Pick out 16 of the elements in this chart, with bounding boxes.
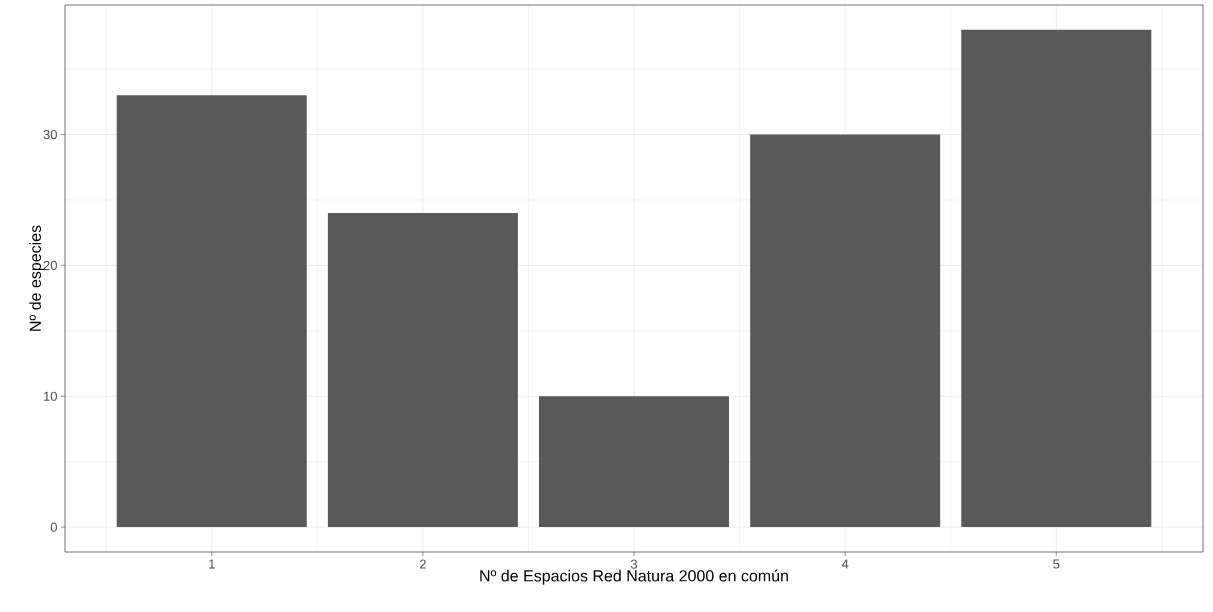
bar — [750, 134, 941, 528]
y-axis-title: Nº de especies — [29, 225, 45, 331]
y-tick-label: 20 — [43, 260, 57, 270]
x-axis-title: Nº de Espacios Red Natura 2000 en común — [480, 569, 788, 585]
x-tick-label: 2 — [419, 559, 426, 569]
x-tick-label: 3 — [630, 559, 638, 569]
y-tick-label: 30 — [43, 129, 57, 140]
bar — [327, 213, 518, 528]
x-tick-label: 4 — [841, 559, 849, 569]
bar — [539, 396, 730, 528]
bar — [961, 29, 1152, 528]
y-tick-label: 0 — [50, 522, 57, 532]
x-tick-label: 5 — [1053, 559, 1060, 569]
y-tick-label: 10 — [44, 391, 57, 401]
x-tick-label: 1 — [209, 559, 215, 569]
bar — [116, 95, 307, 528]
